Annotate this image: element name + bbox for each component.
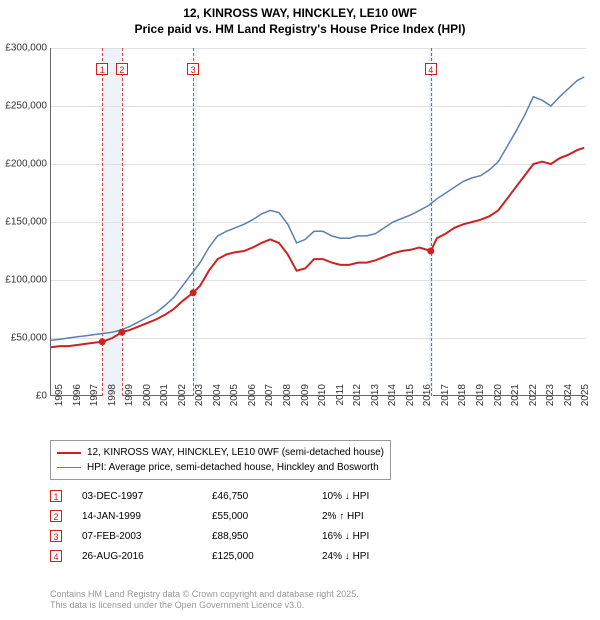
transaction-point — [99, 338, 106, 345]
y-axis-label: £0 — [5, 391, 47, 402]
transaction-marker: 2 — [116, 63, 128, 75]
x-axis-label: 2008 — [282, 384, 293, 424]
x-axis-label: 2016 — [422, 384, 433, 424]
y-axis-label: £50,000 — [5, 333, 47, 344]
x-axis-label: 1996 — [72, 384, 83, 424]
transaction-marker: 3 — [187, 63, 199, 75]
y-axis-label: £200,000 — [5, 159, 47, 170]
transaction-point — [427, 248, 434, 255]
legend-item: 12, KINROSS WAY, HINCKLEY, LE10 0WF (sem… — [57, 445, 384, 460]
series-property — [51, 148, 584, 347]
footer-line1: Contains HM Land Registry data © Crown c… — [50, 589, 359, 601]
x-axis-label: 2009 — [300, 384, 311, 424]
row-date: 03-DEC-1997 — [82, 491, 212, 502]
row-date: 07-FEB-2003 — [82, 531, 212, 542]
row-diff: 24% ↓ HPI — [322, 551, 432, 562]
title-line1: 12, KINROSS WAY, HINCKLEY, LE10 0WF — [0, 6, 600, 22]
x-axis-label: 2011 — [335, 384, 346, 424]
x-axis-label: 2012 — [352, 384, 363, 424]
x-axis-label: 2021 — [510, 384, 521, 424]
x-axis-label: 2003 — [194, 384, 205, 424]
legend-item: HPI: Average price, semi-detached house,… — [57, 460, 384, 475]
transaction-marker: 4 — [425, 63, 437, 75]
row-diff: 10% ↓ HPI — [322, 491, 432, 502]
legend-label: HPI: Average price, semi-detached house,… — [87, 460, 379, 475]
transaction-point — [118, 329, 125, 336]
x-axis-label: 2005 — [229, 384, 240, 424]
x-axis-label: 2004 — [212, 384, 223, 424]
x-axis-label: 2000 — [142, 384, 153, 424]
x-axis-label: 1998 — [107, 384, 118, 424]
legend-label: 12, KINROSS WAY, HINCKLEY, LE10 0WF (sem… — [87, 445, 384, 460]
x-axis-label: 1999 — [124, 384, 135, 424]
chart-title: 12, KINROSS WAY, HINCKLEY, LE10 0WF Pric… — [0, 0, 600, 37]
row-marker: 4 — [50, 550, 62, 562]
x-axis-label: 2019 — [475, 384, 486, 424]
y-axis-label: £150,000 — [5, 217, 47, 228]
table-row: 4 26-AUG-2016£125,00024% ↓ HPI — [50, 546, 432, 566]
x-axis-label: 2014 — [387, 384, 398, 424]
transaction-point — [190, 289, 197, 296]
x-axis-label: 2006 — [247, 384, 258, 424]
x-axis-label: 2007 — [264, 384, 275, 424]
plot-box: £0£50,000£100,000£150,000£200,000£250,00… — [50, 48, 585, 396]
legend-swatch — [57, 467, 81, 468]
row-price: £46,750 — [212, 491, 322, 502]
table-row: 2 14-JAN-1999£55,0002% ↑ HPI — [50, 506, 432, 526]
row-marker: 1 — [50, 490, 62, 502]
x-axis-label: 2023 — [545, 384, 556, 424]
table-row: 1 03-DEC-1997£46,75010% ↓ HPI — [50, 486, 432, 506]
series-hpi — [51, 77, 584, 340]
x-axis-label: 2017 — [440, 384, 451, 424]
x-axis-label: 2001 — [159, 384, 170, 424]
lines-svg — [51, 48, 586, 396]
x-axis-label: 2020 — [493, 384, 504, 424]
row-price: £55,000 — [212, 511, 322, 522]
footer-line2: This data is licensed under the Open Gov… — [50, 600, 359, 612]
table-row: 3 07-FEB-2003£88,95016% ↓ HPI — [50, 526, 432, 546]
y-axis-label: £100,000 — [5, 275, 47, 286]
chart-area: £0£50,000£100,000£150,000£200,000£250,00… — [50, 48, 585, 396]
footer-attribution: Contains HM Land Registry data © Crown c… — [50, 589, 359, 612]
row-marker: 3 — [50, 530, 62, 542]
legend-swatch — [57, 452, 81, 454]
row-marker: 2 — [50, 510, 62, 522]
y-axis-label: £300,000 — [5, 43, 47, 54]
row-diff: 16% ↓ HPI — [322, 531, 432, 542]
row-diff: 2% ↑ HPI — [322, 511, 432, 522]
transaction-marker: 1 — [96, 63, 108, 75]
row-date: 14-JAN-1999 — [82, 511, 212, 522]
x-axis-label: 2013 — [370, 384, 381, 424]
legend: 12, KINROSS WAY, HINCKLEY, LE10 0WF (sem… — [50, 440, 391, 480]
x-axis-label: 1997 — [89, 384, 100, 424]
transactions-table: 1 03-DEC-1997£46,75010% ↓ HPI 2 14-JAN-1999… — [50, 486, 432, 566]
x-axis-label: 2015 — [405, 384, 416, 424]
x-axis-label: 2024 — [563, 384, 574, 424]
x-axis-label: 2022 — [528, 384, 539, 424]
x-axis-label: 2025 — [580, 384, 591, 424]
x-axis-label: 2010 — [317, 384, 328, 424]
row-price: £88,950 — [212, 531, 322, 542]
row-date: 26-AUG-2016 — [82, 551, 212, 562]
x-axis-label: 2018 — [457, 384, 468, 424]
row-price: £125,000 — [212, 551, 322, 562]
y-axis-label: £250,000 — [5, 101, 47, 112]
x-axis-label: 2002 — [177, 384, 188, 424]
title-line2: Price paid vs. HM Land Registry's House … — [0, 22, 600, 38]
x-axis-label: 1995 — [54, 384, 65, 424]
